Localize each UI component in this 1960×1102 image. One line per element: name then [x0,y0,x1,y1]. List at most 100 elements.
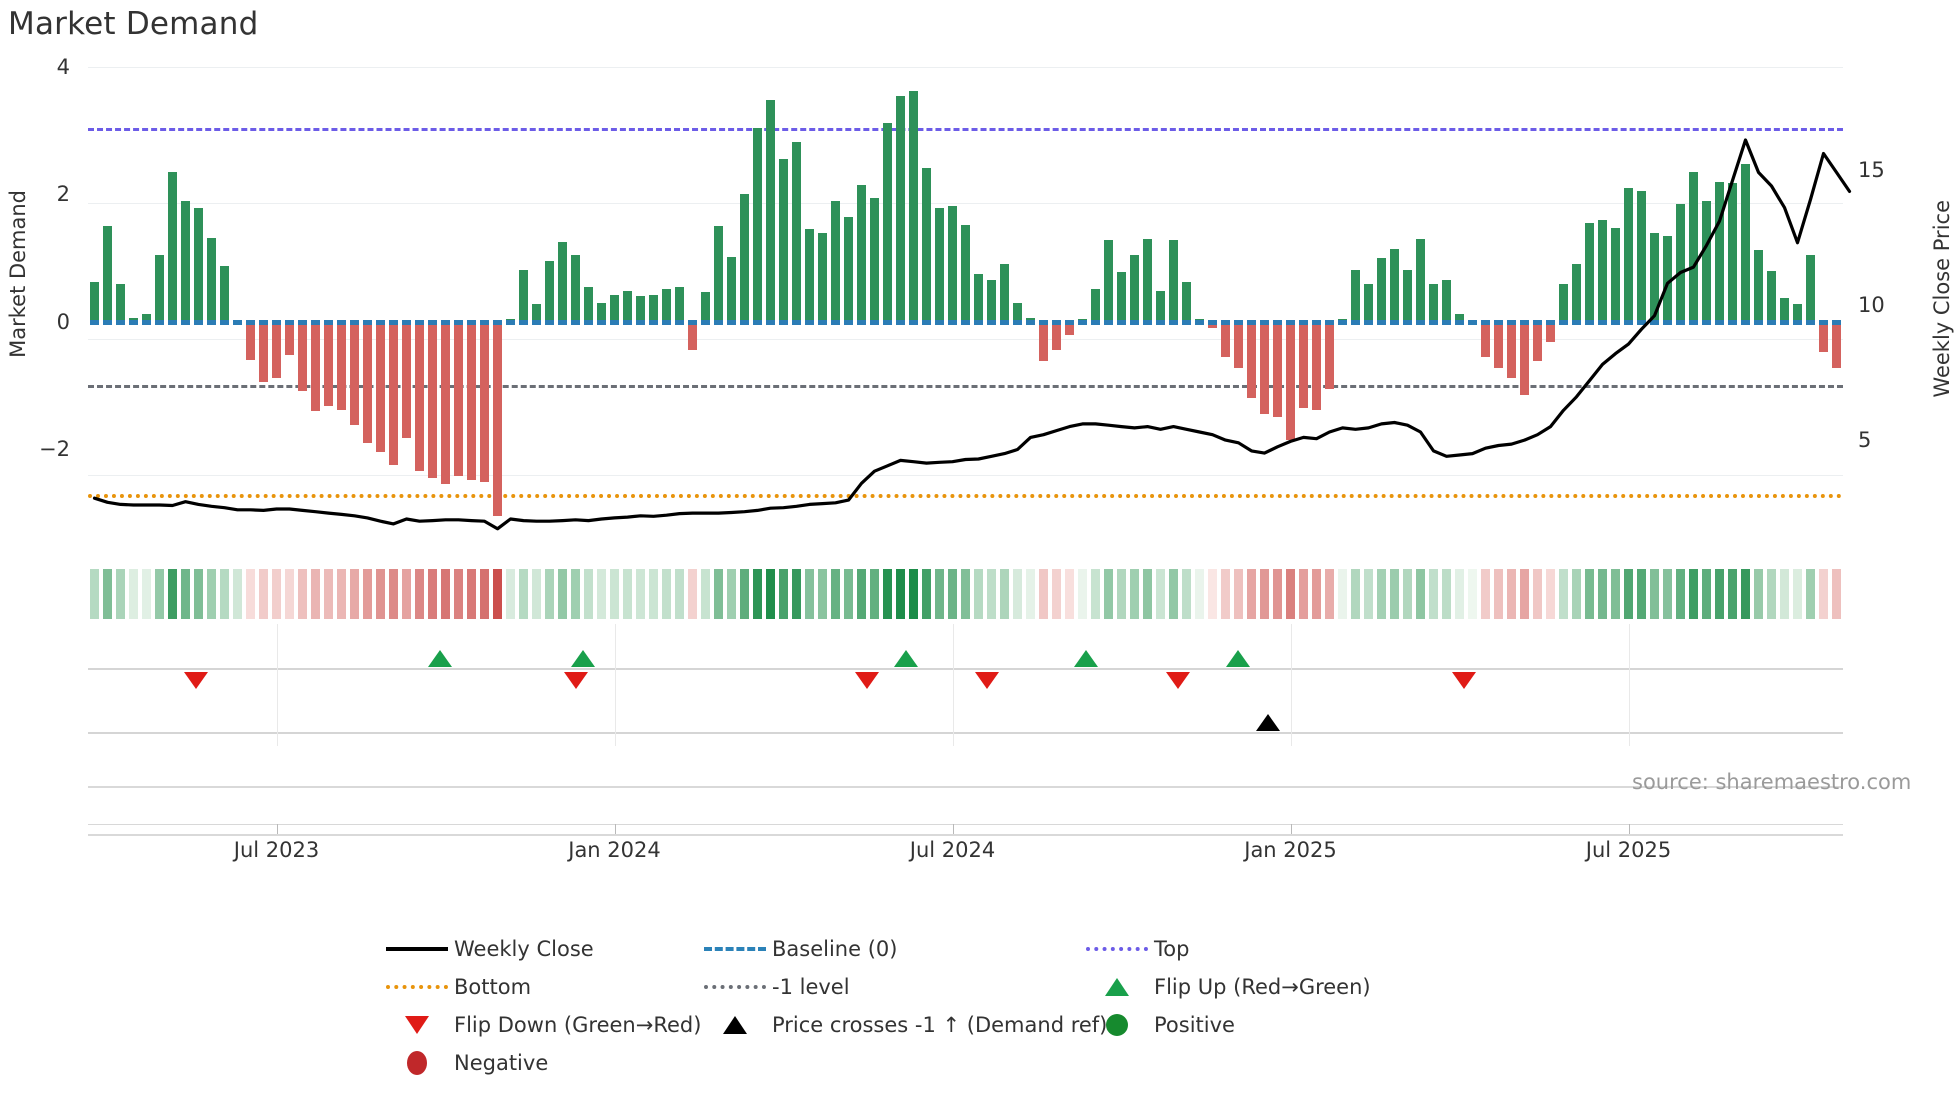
legend-label: Price crosses -1 ↑ (Demand ref) [772,1013,1108,1037]
demand-bar [1402,269,1413,322]
demand-bar [1701,200,1712,322]
baseline-cap [570,319,581,325]
top-reference-line [88,127,1843,131]
baseline-cap [219,319,230,325]
baseline-cap [141,319,152,325]
heatmap-cell [1675,569,1686,619]
heatmap-cell [1805,569,1816,619]
heatmap-cell [479,569,490,619]
legend-item[interactable]: Bottom [380,968,531,1006]
baseline-cap [1168,319,1179,325]
demand-bar [1532,321,1543,362]
baseline-cap [414,319,425,325]
baseline-cap [999,319,1010,325]
baseline-cap [453,319,464,325]
baseline-cap [1181,319,1192,325]
marker-gridline-lower [88,732,1843,734]
heatmap-cell [1506,569,1517,619]
demand-heatmap-strip [88,569,1843,619]
legend-item[interactable]: Top [1080,930,1189,968]
demand-bar [986,280,997,322]
baseline-cap [934,319,945,325]
heatmap-cell [128,569,139,619]
heatmap-cell [765,569,776,619]
heatmap-cell [375,569,386,619]
heatmap-cell [570,569,581,619]
heatmap-cell [414,569,425,619]
demand-bar [258,321,269,383]
demand-plot-area [88,67,1852,532]
baseline-cap [336,319,347,325]
legend-row: Negative [380,1044,1680,1082]
legend-label: Positive [1154,1013,1235,1037]
heatmap-cell [856,569,867,619]
baseline-cap [1103,319,1114,325]
legend-row: Weekly Close Baseline (0) Top [380,930,1680,968]
heatmap-cell [1012,569,1023,619]
circle-green-glyph [1106,1014,1128,1036]
heatmap-cell [1701,569,1712,619]
y-axis-right-label: Weekly Close Price [1930,200,1954,398]
heatmap-cell [687,569,698,619]
baseline-cap [1493,319,1504,325]
y-tick-left-3: −2 [39,437,70,462]
legend-label: Baseline (0) [772,937,898,961]
line-solid-black-glyph [386,947,448,951]
legend-item[interactable]: Weekly Close [380,930,594,968]
legend-item[interactable]: Positive [1080,1006,1235,1044]
heatmap-cell [1220,569,1231,619]
heatmap-cell [583,569,594,619]
baseline-cap [1389,319,1400,325]
legend-item[interactable]: Baseline (0) [698,930,897,968]
demand-bar [1727,182,1738,322]
baseline-cap [1090,319,1101,325]
legend-item[interactable]: -1 level [698,968,850,1006]
baseline-cap [1428,319,1439,325]
demand-bar [1506,321,1517,378]
baseline-cap [1454,319,1465,325]
demand-bar [1662,235,1673,322]
heatmap-cell [531,569,542,619]
chart-legend: Weekly Close Baseline (0) Top Bottom -1 leve… [380,930,1680,1082]
demand-bar [1441,280,1452,322]
legend-item[interactable]: Flip Up (Red→Green) [1080,968,1371,1006]
bottom-reference-line [88,493,1843,498]
baseline-cap [1714,319,1725,325]
demand-bar [1649,232,1660,322]
heatmap-cell [258,569,269,619]
baseline-cap [1038,319,1049,325]
baseline-cap [388,319,399,325]
legend-item[interactable]: Price crosses -1 ↑ (Demand ref) [698,1006,1107,1044]
demand-bar [167,172,178,322]
heatmap-cell [102,569,113,619]
legend-item[interactable]: Flip Down (Green→Red) [380,1006,701,1044]
x-tick-label-2: Jul 2024 [909,838,996,862]
heatmap-cell [1831,569,1842,619]
heatmap-cell [830,569,841,619]
heatmap-cell [388,569,399,619]
heatmap-cell [310,569,321,619]
triangle-up-black-icon [698,1016,772,1034]
heatmap-cell [1558,569,1569,619]
baseline-cap [1116,319,1127,325]
demand-bar [1012,302,1023,322]
line-dotted-gray-glyph [704,985,766,989]
baseline-cap [791,319,802,325]
baseline-cap [154,319,165,325]
demand-bar [1376,258,1387,322]
circle-green-icon [1080,1014,1154,1036]
heatmap-cell [1792,569,1803,619]
demand-bar [1324,321,1335,389]
y-tick-left-0: 4 [56,55,70,79]
baseline-cap [817,319,828,325]
heatmap-cell [1415,569,1426,619]
demand-bar [1454,314,1465,322]
heatmap-cell [1298,569,1309,619]
demand-bar [1298,321,1309,408]
heatmap-cell [596,569,607,619]
demand-bar [999,264,1010,322]
heatmap-cell [700,569,711,619]
heatmap-cell [713,569,724,619]
demand-bar [310,321,321,411]
legend-item[interactable]: Negative [380,1044,548,1082]
